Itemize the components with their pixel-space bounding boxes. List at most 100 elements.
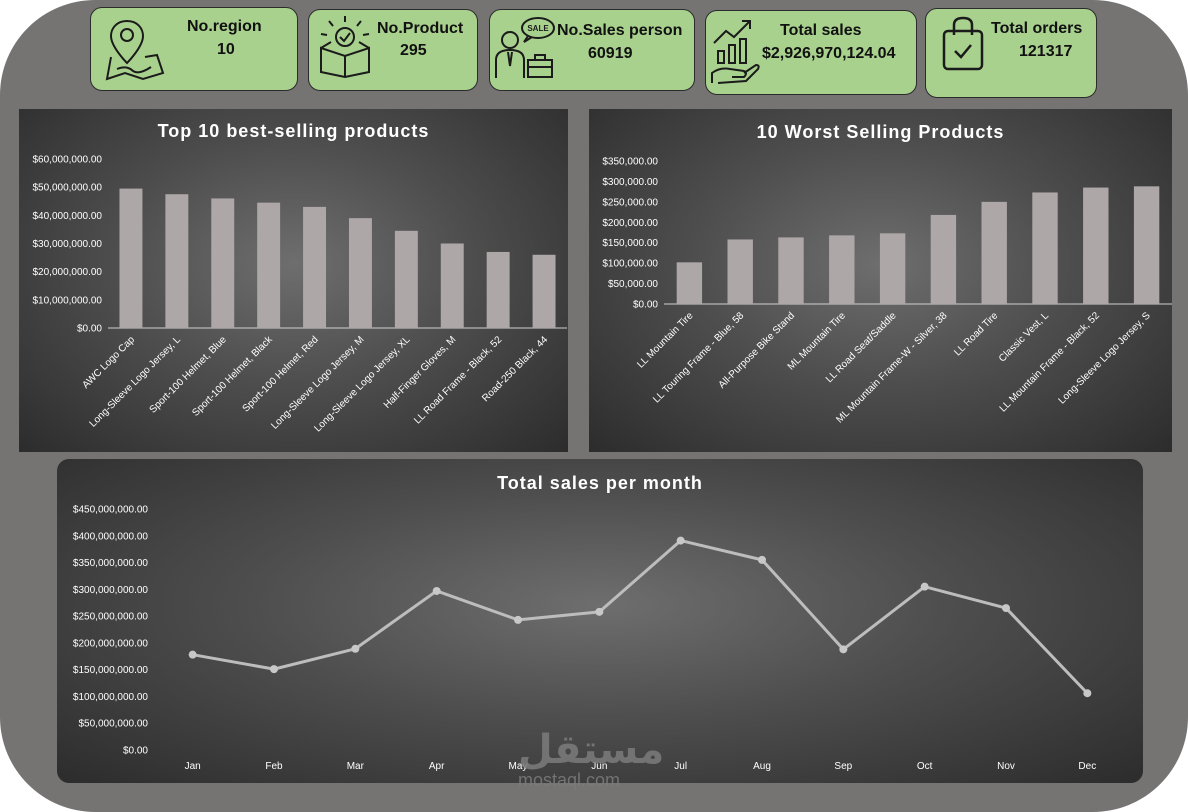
bar [1083,187,1109,304]
data-point [1083,689,1092,698]
y-tick-label: $20,000,000.00 [32,267,102,278]
y-tick-label: $200,000,000.00 [73,638,149,649]
x-tick-label: Feb [265,761,283,772]
y-tick-label: $200,000.00 [602,218,658,229]
bar [211,198,235,328]
y-tick-label: $400,000,000.00 [73,531,149,542]
chart-title-monthly-sales: Total sales per month [497,473,703,493]
growth-hand-icon [711,20,760,84]
series-line [192,539,1089,695]
chart-panel-monthly-sales: Total sales per month $0.00 $50,000,000.0… [57,459,1143,783]
shopping-bag-icon [942,16,984,71]
chart-title-worst-products: 10 Worst Selling Products [756,122,1005,142]
kpi-orders-value: 121317 [1019,43,1073,60]
bar [778,237,804,304]
y-tick-label: $50,000,000.00 [78,719,148,730]
bar [303,206,327,328]
x-tick-label: Aug [753,761,771,772]
kpi-sales-value: $2,926,970,124.04 [762,45,896,62]
bar [829,235,855,304]
y-tick-label: $250,000,000.00 [73,612,149,623]
bar [930,214,957,304]
y-tick-label: $100,000,000.00 [73,692,149,703]
y-tick-label: $0.00 [77,324,102,335]
data-point [595,607,604,616]
data-point [676,536,685,545]
x-tick-label: Mar [347,761,365,772]
chart-panel-worst-products: 10 Worst Selling Products $0.00 $50,000.0… [589,109,1172,452]
data-point [188,650,197,659]
kpi-sales-title: Total sales [780,22,862,39]
kpi-orders-title: Total orders [991,20,1083,37]
chart-title-top-products: Top 10 best-selling products [157,121,430,141]
x-tick-label: Nov [997,761,1015,772]
bar [1133,186,1160,304]
bar [486,251,510,328]
data-point [839,645,848,654]
data-point [351,644,360,653]
kpi-card-product: No.Product 295 [308,9,478,91]
bar [257,202,281,328]
x-tick-label: Classic Vest, L [997,310,1051,364]
y-tick-label: $100,000.00 [602,259,658,270]
x-tick-label: Dec [1078,761,1096,772]
x-tick-label: LL Touring Frame - Blue, 58 [651,310,746,405]
chart-top-products: $0.00 $10,000,000.00 $20,000,000.00 $30,000… [32,155,567,434]
y-tick-label: $10,000,000.00 [32,295,102,306]
x-tick-label: Sep [834,761,852,772]
bar [119,188,143,328]
x-tick-label: LL Road Frame - Black, 52 [412,334,504,426]
map-pin-icon [105,19,165,81]
bar [165,194,189,328]
y-tick-label: $300,000,000.00 [73,585,149,596]
bar [440,243,464,328]
kpi-region-value: 10 [217,41,235,58]
bar [676,262,703,304]
kpi-region-title: No.region [187,18,262,35]
x-tick-label: Oct [917,761,933,772]
y-tick-label: $300,000.00 [602,177,658,188]
chart-worst-products: $0.00 $50,000.00 $100,000.00 $150,000.00 $20… [602,157,1172,426]
kpi-card-salesperson: SALE No.Sales person 60919 [489,9,695,91]
watermark-arabic: مستقل [518,727,665,773]
mostaql-watermark: مستقل mostaql.com [518,730,664,790]
x-tick-label: Jul [674,761,687,772]
y-tick-label: $450,000,000.00 [73,505,149,516]
y-tick-label: $50,000.00 [608,279,658,290]
x-tick-label: Long-Sleeve Logo Jersey, M [269,334,366,431]
y-tick-label: $150,000,000.00 [73,665,149,676]
data-point [432,586,441,595]
y-tick-label: $60,000,000.00 [32,155,102,166]
bar [981,201,1007,304]
kpi-product-title: No.Product [377,20,464,37]
kpi-salesperson-title: No.Sales person [557,22,683,39]
y-tick-label: $0.00 [123,746,148,757]
bar [532,254,556,328]
y-tick-label: $350,000.00 [602,157,658,168]
data-point [1002,604,1010,613]
bar [394,230,418,328]
y-tick-label: $150,000.00 [602,238,658,249]
bar [879,233,906,304]
x-tick-label: LL Mountain Frame - Black, 52 [998,310,1103,415]
kpi-card-orders: Total orders 121317 [925,8,1097,98]
salesperson-icon: SALE [495,17,555,78]
kpi-card-sales: Total sales $2,926,970,124.04 [705,10,917,95]
y-tick-label: $40,000,000.00 [32,211,102,222]
bar [727,239,753,304]
x-tick-label: Apr [429,761,445,772]
x-tick-label: Long-Sleeve Logo Jersey, S [1057,310,1153,406]
kpi-salesperson-value: 60919 [588,45,633,62]
bar [348,218,372,328]
x-tick-label: Long-Sleeve Logo Jersey, L [88,334,184,430]
data-point [270,665,278,674]
sale-bubble-text: SALE [527,24,549,33]
data-point [758,555,766,564]
watermark-latin: mostaql.com [518,770,621,790]
data-point [920,582,929,591]
y-tick-label: $30,000,000.00 [32,239,102,250]
x-tick-label: ML Mountain Frame-W - Silver, 38 [834,310,949,425]
x-tick-label: LL Road Tire [952,310,1000,358]
x-tick-label: Jan [185,761,201,772]
x-tick-label: May [509,761,528,772]
